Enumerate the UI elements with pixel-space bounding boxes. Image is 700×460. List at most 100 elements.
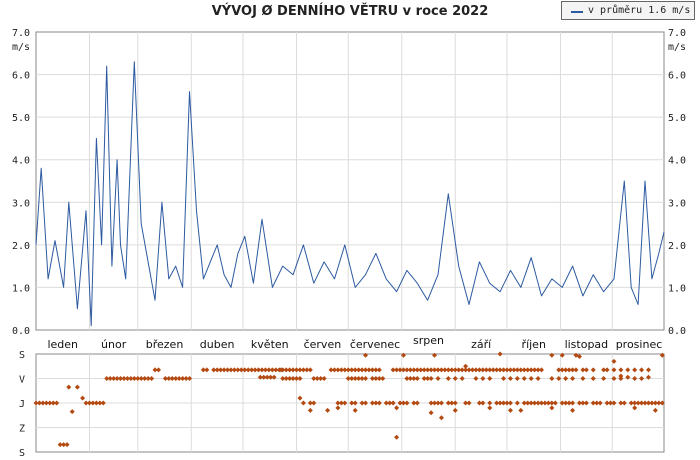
direction-point: [218, 367, 224, 373]
direction-point: [514, 376, 520, 381]
direction-point: [525, 400, 531, 406]
direction-point: [411, 367, 417, 373]
direction-point: [473, 376, 479, 381]
direction-point: [69, 409, 75, 415]
direction-point: [421, 367, 427, 373]
direction-point: [504, 367, 510, 373]
direction-point: [211, 367, 217, 373]
y-tick-label-right: 1.0: [668, 283, 686, 294]
direction-point: [311, 400, 317, 406]
y-axis-unit-left: m/s: [12, 42, 30, 53]
direction-point: [528, 400, 534, 406]
direction-point: [90, 400, 96, 406]
direction-point: [363, 376, 369, 381]
direction-point: [608, 400, 614, 406]
direction-label: S: [19, 448, 25, 459]
direction-point: [342, 400, 348, 406]
direction-point: [428, 410, 434, 416]
direction-point: [438, 400, 444, 406]
direction-point: [504, 400, 510, 406]
direction-point: [490, 367, 496, 373]
direction-point: [535, 367, 541, 373]
direction-point: [307, 407, 313, 413]
direction-point: [352, 376, 358, 381]
direction-point: [400, 367, 406, 373]
direction-point: [290, 367, 296, 373]
chart-title: VÝVOJ Ø DENNÍHO VĚTRU v roce 2022: [211, 4, 489, 19]
direction-point: [545, 400, 551, 406]
direction-point: [228, 367, 234, 373]
direction-point: [363, 367, 369, 373]
direction-point: [539, 400, 545, 406]
direction-point: [142, 376, 148, 381]
direction-point: [373, 400, 379, 406]
direction-point: [407, 367, 413, 373]
direction-point: [278, 367, 284, 373]
direction-point: [369, 376, 375, 381]
direction-point: [321, 376, 327, 381]
direction-point: [111, 376, 117, 381]
direction-point: [507, 400, 513, 406]
direction-point: [414, 400, 420, 406]
direction-point: [418, 367, 424, 373]
direction-point: [570, 367, 576, 373]
direction-label: S: [19, 350, 25, 361]
direction-point: [645, 367, 651, 373]
direction-point: [345, 367, 351, 373]
direction-point: [259, 367, 265, 373]
direction-point: [445, 376, 451, 381]
y-tick-label-left: 0.0: [12, 326, 30, 337]
direction-label: V: [19, 375, 25, 386]
direction-point: [514, 367, 520, 373]
direction-point: [428, 367, 434, 373]
direction-point: [425, 367, 431, 373]
direction-point: [373, 367, 379, 373]
direction-point: [473, 367, 479, 373]
direction-point: [414, 367, 420, 373]
direction-point: [36, 400, 42, 406]
month-label: květen: [251, 338, 289, 351]
direction-point: [611, 400, 617, 406]
direction-point: [532, 367, 538, 373]
direction-point: [290, 376, 296, 381]
direction-point: [173, 376, 179, 381]
direction-point: [387, 400, 393, 406]
direction-point: [590, 376, 596, 381]
y-tick-label-right: 0.0: [668, 326, 686, 337]
direction-point: [64, 442, 70, 448]
direction-point: [556, 367, 562, 373]
y-tick-label-left: 1.0: [12, 283, 30, 294]
direction-point: [294, 367, 300, 373]
direction-point: [611, 376, 617, 381]
direction-point: [200, 367, 206, 373]
direction-point: [497, 400, 503, 406]
direction-point: [176, 376, 182, 381]
direction-point: [432, 400, 438, 406]
direction-point: [507, 367, 513, 373]
direction-point: [428, 400, 434, 406]
direction-point: [549, 400, 555, 406]
direction-point: [345, 376, 351, 381]
direction-point: [74, 384, 80, 390]
direction-point: [80, 395, 86, 401]
direction-point: [149, 376, 155, 381]
direction-point: [297, 376, 303, 381]
direction-point: [535, 376, 541, 381]
direction-point: [649, 400, 655, 406]
direction-point: [256, 367, 262, 373]
direction-point: [507, 407, 513, 413]
direction-point: [421, 376, 427, 381]
direction-point: [66, 384, 72, 390]
direction-point: [432, 367, 438, 373]
direction-point: [359, 376, 365, 381]
direction-point: [100, 400, 106, 406]
direction-point: [645, 374, 651, 380]
direction-point: [114, 376, 120, 381]
direction-point: [238, 367, 244, 373]
direction-point: [452, 400, 458, 406]
direction-point: [556, 376, 562, 381]
direction-point: [300, 367, 306, 373]
direction-point: [552, 400, 558, 406]
y-axis-unit-right: m/s: [668, 42, 686, 53]
direction-point: [580, 400, 586, 406]
